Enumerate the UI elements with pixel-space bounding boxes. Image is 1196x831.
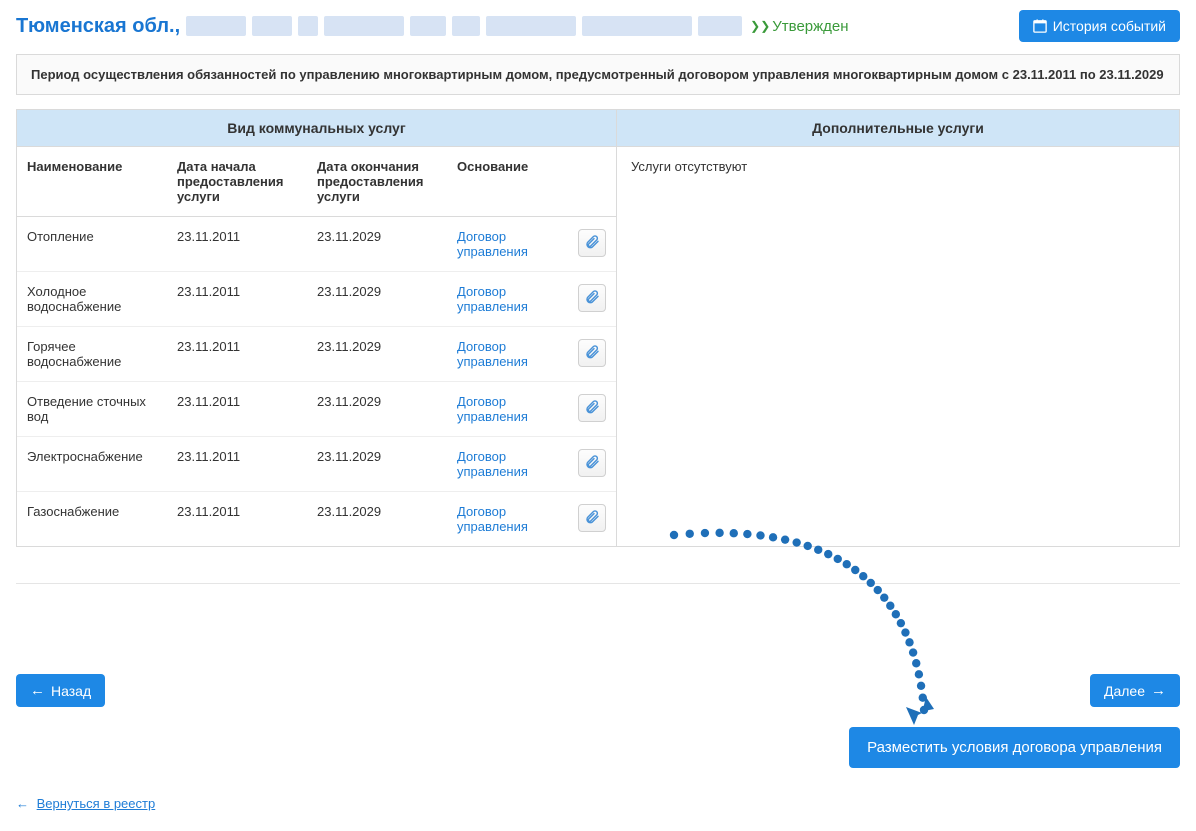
period-info: Период осуществления обязанностей по упр…	[16, 54, 1180, 95]
cell-basis: Договор управления	[447, 327, 616, 382]
back-button-label: Назад	[51, 683, 91, 699]
cell-start: 23.11.2011	[167, 382, 307, 437]
cell-name: Отопление	[17, 217, 167, 272]
table-row: Горячее водоснабжение23.11.201123.11.202…	[17, 327, 616, 382]
return-to-registry-link[interactable]: Вернуться в реестр	[37, 796, 156, 811]
cell-start: 23.11.2011	[167, 272, 307, 327]
cell-start: 23.11.2011	[167, 492, 307, 547]
cell-start: 23.11.2011	[167, 327, 307, 382]
paperclip-icon	[584, 234, 600, 253]
contract-link[interactable]: Договор управления	[457, 504, 552, 534]
cell-start: 23.11.2011	[167, 437, 307, 492]
additional-services-panel: Дополнительные услуги Услуги отсутствуют	[616, 109, 1180, 547]
arrow-left-small-icon: ←	[16, 796, 29, 811]
table-header-row: Наименование Дата начала предоставления …	[17, 147, 616, 217]
table-row: Холодное водоснабжение23.11.201123.11.20…	[17, 272, 616, 327]
cell-basis: Договор управления	[447, 492, 616, 547]
col-header-basis: Основание	[447, 147, 616, 217]
cell-end: 23.11.2029	[307, 217, 447, 272]
cell-end: 23.11.2029	[307, 382, 447, 437]
publish-button-label: Разместить условия договора управления	[867, 739, 1162, 756]
additional-services-empty: Услуги отсутствуют	[617, 147, 1179, 186]
status-text: Утвержден	[772, 18, 848, 35]
status-badge[interactable]: ❯❯ Утвержден	[750, 18, 848, 35]
cell-start: 23.11.2011	[167, 217, 307, 272]
paperclip-icon	[584, 344, 600, 363]
additional-services-header: Дополнительные услуги	[617, 110, 1179, 147]
contract-link[interactable]: Договор управления	[457, 339, 552, 369]
cell-name: Газоснабжение	[17, 492, 167, 547]
cell-name: Горячее водоснабжение	[17, 327, 167, 382]
cell-end: 23.11.2029	[307, 492, 447, 547]
publish-button[interactable]: Разместить условия договора управления	[849, 727, 1180, 768]
table-row: Отведение сточных вод23.11.201123.11.202…	[17, 382, 616, 437]
paperclip-icon	[584, 289, 600, 308]
cell-name: Холодное водоснабжение	[17, 272, 167, 327]
attachment-button[interactable]	[578, 229, 606, 257]
attachment-button[interactable]	[578, 284, 606, 312]
history-button-label: История событий	[1053, 18, 1166, 34]
paperclip-icon	[584, 509, 600, 528]
col-header-start: Дата начала предоставления услуги	[167, 147, 307, 217]
utility-services-panel: Вид коммунальных услуг Наименование Дата…	[16, 109, 616, 547]
attachment-button[interactable]	[578, 339, 606, 367]
attachment-button[interactable]	[578, 504, 606, 532]
contract-link[interactable]: Договор управления	[457, 449, 552, 479]
annotation-arrow	[654, 525, 974, 745]
history-button[interactable]: История событий	[1019, 10, 1180, 42]
next-button[interactable]: Далее →	[1090, 674, 1180, 707]
table-row: Электроснабжение23.11.201123.11.2029 Дого…	[17, 437, 616, 492]
attachment-button[interactable]	[578, 394, 606, 422]
cell-basis: Договор управления	[447, 437, 616, 492]
contract-link[interactable]: Договор управления	[457, 394, 552, 424]
arrow-right-icon: →	[1151, 682, 1166, 699]
cell-end: 23.11.2029	[307, 327, 447, 382]
arrow-left-icon: ←	[30, 682, 45, 699]
contract-link[interactable]: Договор управления	[457, 284, 552, 314]
redacted-address-strip	[186, 16, 742, 36]
cell-name: Отведение сточных вод	[17, 382, 167, 437]
paperclip-icon	[584, 399, 600, 418]
col-header-name: Наименование	[17, 147, 167, 217]
table-row: Отопление23.11.201123.11.2029 Договор упр…	[17, 217, 616, 272]
utility-services-header: Вид коммунальных услуг	[17, 110, 616, 147]
calendar-icon	[1033, 19, 1047, 33]
cell-end: 23.11.2029	[307, 272, 447, 327]
contract-link[interactable]: Договор управления	[457, 229, 552, 259]
cell-basis: Договор управления	[447, 217, 616, 272]
cell-end: 23.11.2029	[307, 437, 447, 492]
col-header-end: Дата окончания предоставления услуги	[307, 147, 447, 217]
cell-basis: Договор управления	[447, 272, 616, 327]
region-title: Тюменская обл.,	[16, 15, 180, 38]
services-table: Наименование Дата начала предоставления …	[17, 147, 616, 546]
cell-basis: Договор управления	[447, 382, 616, 437]
next-button-label: Далее	[1104, 683, 1145, 699]
cell-name: Электроснабжение	[17, 437, 167, 492]
section-divider	[16, 583, 1180, 584]
back-button[interactable]: ← Назад	[16, 674, 105, 707]
attachment-button[interactable]	[578, 449, 606, 477]
chevron-down-icon: ❯❯	[750, 19, 770, 33]
paperclip-icon	[584, 454, 600, 473]
table-row: Газоснабжение23.11.201123.11.2029 Договор…	[17, 492, 616, 547]
